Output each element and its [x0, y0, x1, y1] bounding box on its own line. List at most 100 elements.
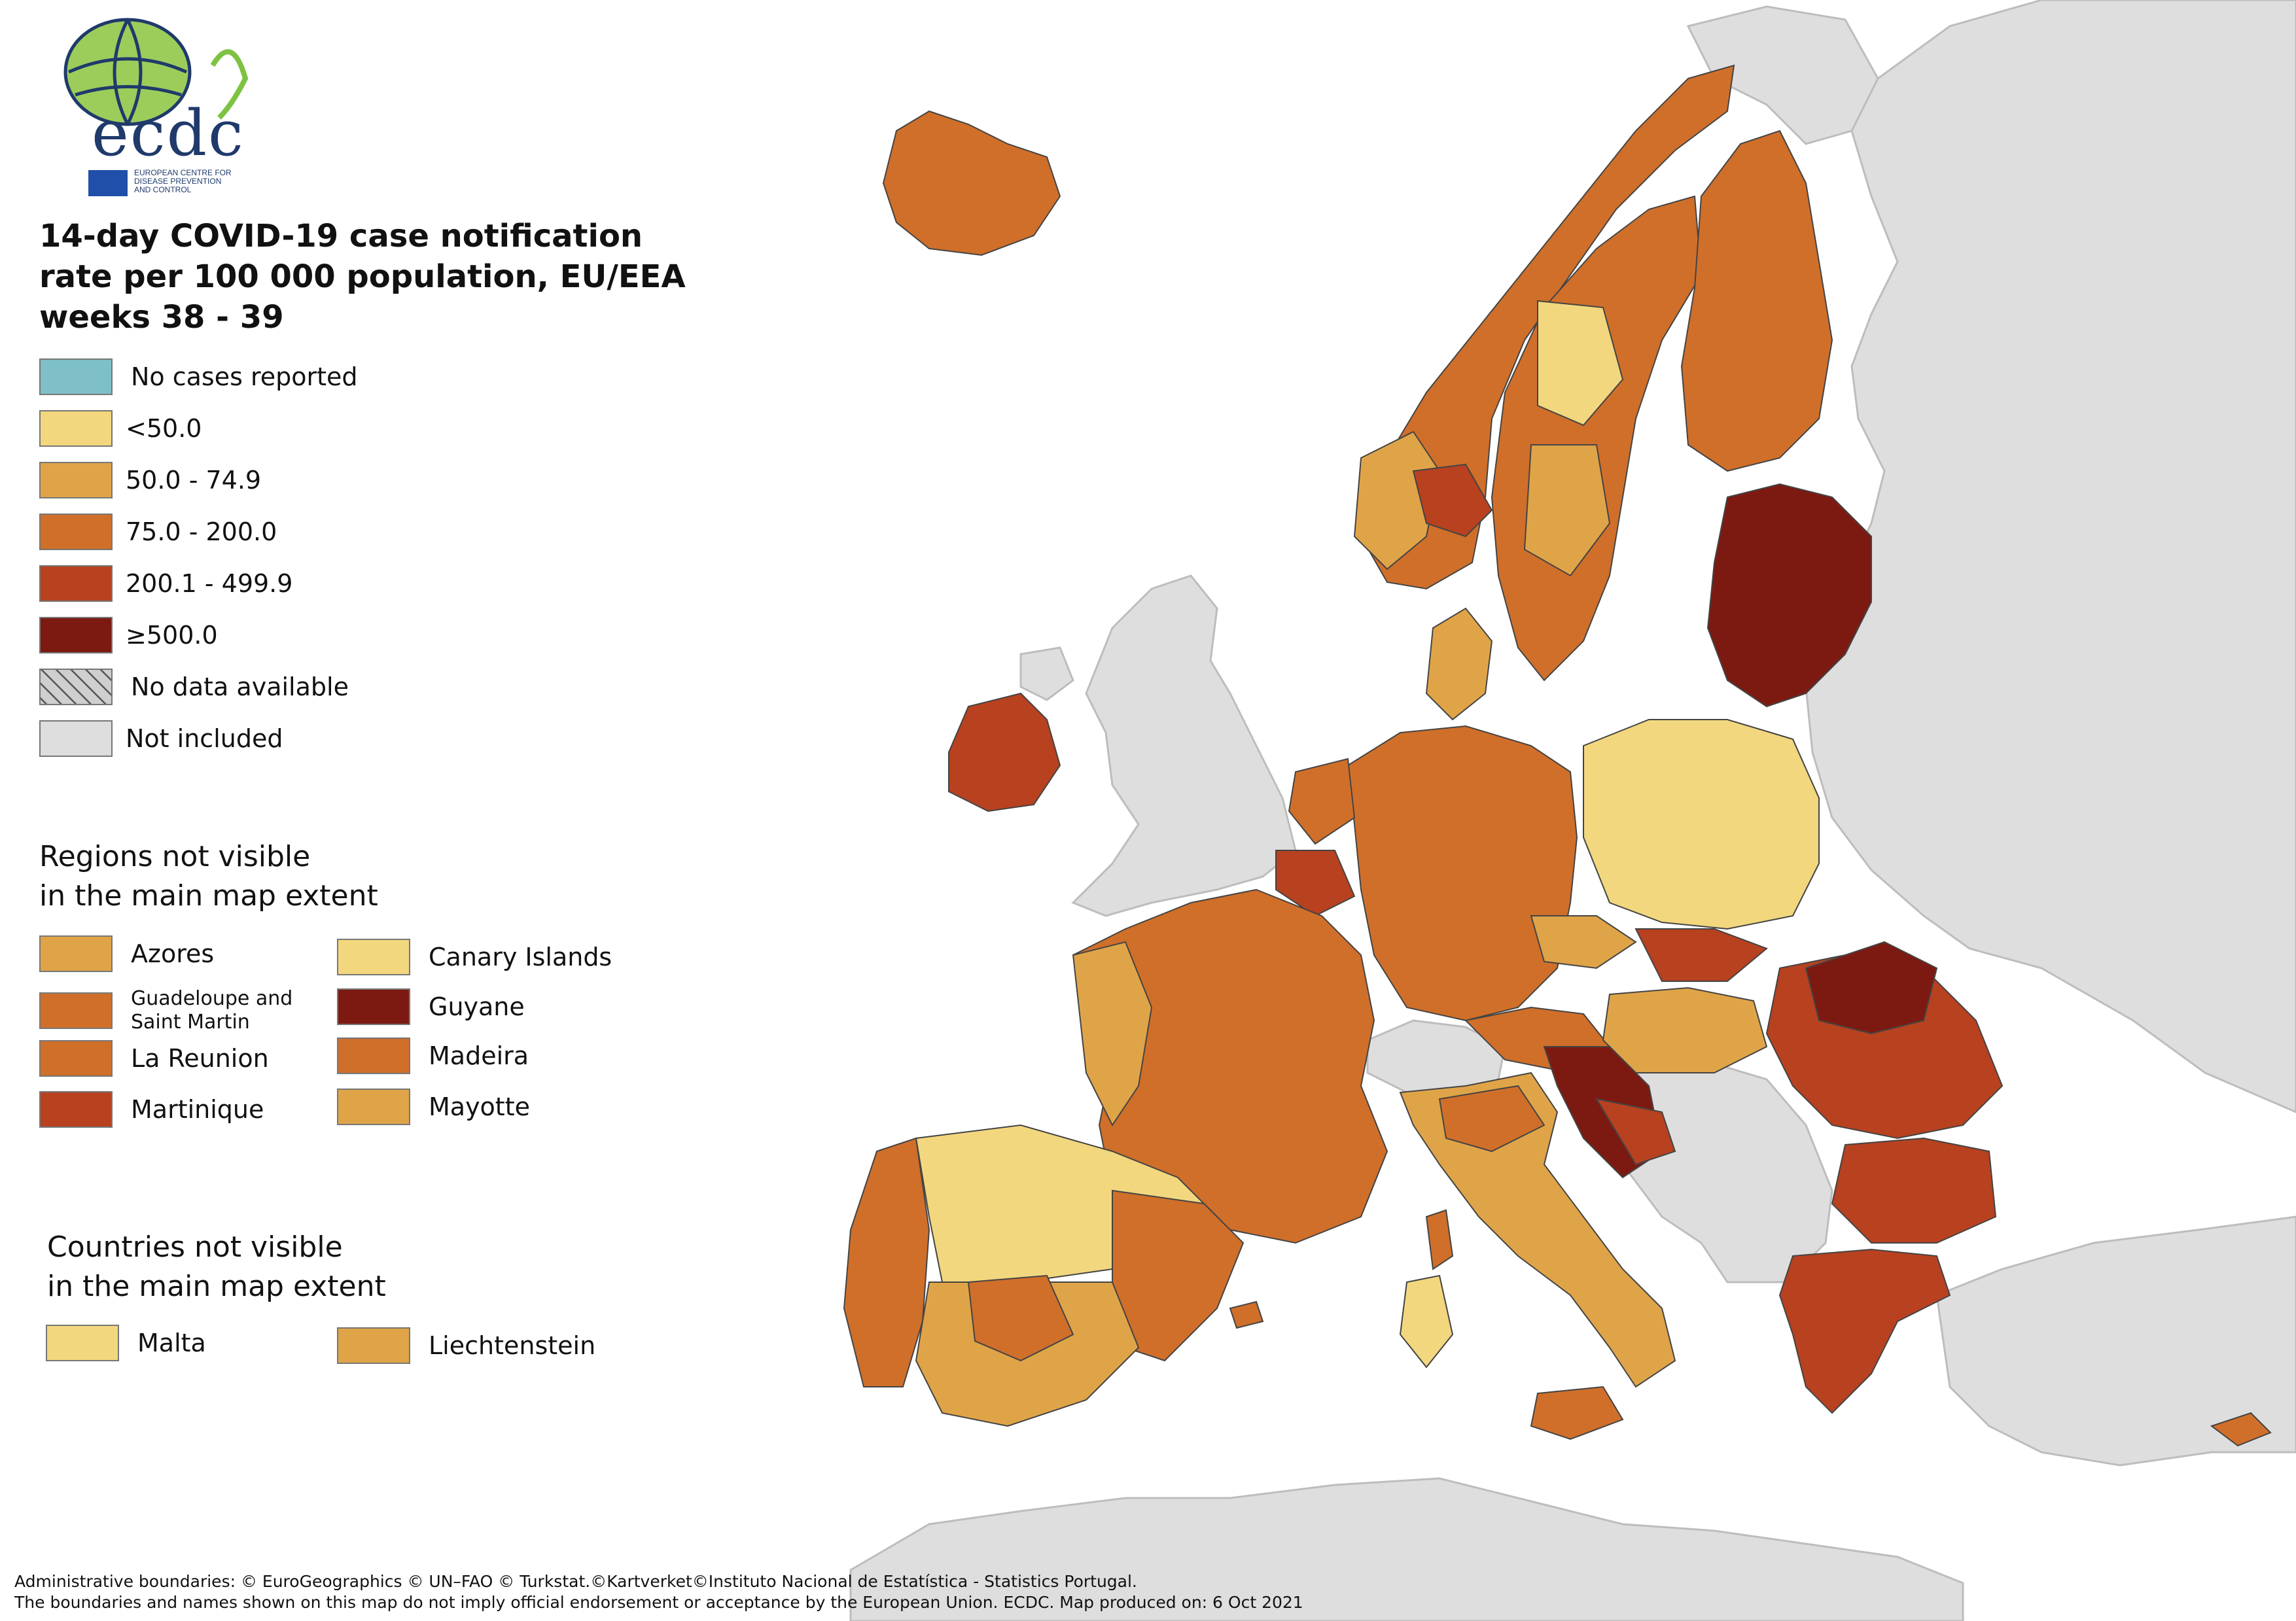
france-west-region [1072, 941, 1153, 1126]
legend-item: Canary Islands [337, 937, 612, 977]
eu-flag-icon [88, 170, 128, 196]
legend-label: Liechtenstein [429, 1331, 596, 1360]
poland-region [1583, 719, 1820, 930]
legend-swatch [39, 1091, 113, 1128]
legend-swatch [46, 1325, 119, 1361]
estonia-latvia-lithuania-region [1706, 483, 1872, 708]
legend-swatch [39, 565, 113, 602]
north-africa-region [849, 1477, 1964, 1621]
sicily-region [1530, 1386, 1624, 1440]
slovakia-region [1634, 928, 1768, 982]
denmark-region [1425, 607, 1493, 721]
czechia-region [1530, 915, 1637, 969]
legend-item: Liechtenstein [337, 1325, 595, 1366]
not-included-areas [849, 0, 2296, 1621]
map-title: 14-day COVID-19 case notification rate p… [39, 216, 686, 338]
ireland-region [948, 692, 1061, 812]
legend-item: Martinique [39, 1089, 264, 1130]
legend-label: La Reunion [131, 1044, 269, 1073]
greece-region [1778, 1248, 1951, 1414]
turkey-region [1935, 1215, 2296, 1467]
map-title-line: rate per 100 000 population, EU/EEA [39, 258, 686, 295]
legend-item: Mayotte [337, 1087, 530, 1127]
legend-item: Not included [39, 718, 283, 759]
legend-label: Azores [131, 939, 215, 968]
legend-item: 50.0 - 74.9 [39, 460, 261, 500]
legend-item: <50.0 [39, 408, 202, 449]
section-title-line: in the main map extent [39, 879, 378, 913]
corsica-region [1425, 1209, 1454, 1270]
legend-label: <50.0 [126, 414, 202, 443]
legend-swatch [39, 720, 113, 757]
uk-region [1071, 574, 1297, 917]
logo-org-name: EUROPEAN CENTRE FOR DISEASE PREVENTION A… [134, 169, 232, 194]
legend-swatch [337, 988, 410, 1025]
sardinia-region [1399, 1274, 1454, 1368]
legend-label: Mayotte [429, 1092, 530, 1121]
legend-item: No cases reported [39, 357, 358, 397]
regions-section-title: Regions not visible in the main map exte… [39, 837, 378, 916]
globe-icon [63, 18, 249, 126]
legend-item: No data available [39, 667, 349, 707]
ecdc-logo: ecdc EUROPEAN CENTRE FOR DISEASE PREVENT… [36, 7, 272, 203]
legend-label: 50.0 - 74.9 [126, 466, 262, 495]
legend-label: No cases reported [131, 362, 358, 391]
legend-swatch [39, 935, 113, 972]
section-title-line: Countries not visible [47, 1230, 343, 1264]
finland-region [1680, 130, 1833, 472]
bulgaria-region [1831, 1137, 1997, 1244]
norway-region [1360, 64, 1735, 590]
legend-label: 200.1 - 499.9 [126, 569, 293, 598]
attribution-text: Administrative boundaries: © EuroGeograp… [14, 1572, 1137, 1591]
legend-label: Martinique [131, 1095, 264, 1124]
portugal-region [843, 1137, 930, 1387]
legend-item: 200.1 - 499.9 [39, 563, 292, 604]
germany-region [1347, 725, 1578, 1022]
legend-label: 75.0 - 200.0 [126, 517, 277, 546]
legend-label: Guadeloupe and Saint Martin [131, 987, 293, 1034]
legend-swatch [39, 617, 113, 654]
cyprus-region [2210, 1412, 2272, 1447]
hungary-region [1602, 986, 1768, 1073]
belgium-region [1275, 850, 1356, 917]
balearic-region [1229, 1300, 1264, 1329]
legend-label: No data available [131, 672, 349, 701]
norway-south-region [1353, 430, 1441, 570]
italy-north-region [1438, 1085, 1545, 1153]
legend-swatch [337, 939, 410, 975]
legend-swatch [337, 1037, 410, 1074]
legend-item: Madeira [337, 1036, 529, 1076]
legend-swatch [337, 1089, 410, 1125]
legend-label: Madeira [429, 1041, 529, 1070]
countries-section-title: Countries not visible in the main map ex… [47, 1228, 386, 1306]
sweden-region [1491, 195, 1703, 682]
legend-item: Azores [39, 933, 214, 974]
italy-region [1399, 1072, 1676, 1388]
legend-swatch [39, 1040, 113, 1077]
northern-ireland-region [1019, 646, 1074, 701]
legend-label: Malta [137, 1329, 206, 1357]
disclaimer-text: The boundaries and names shown on this m… [14, 1593, 1303, 1612]
map-footer: Administrative boundaries: © EuroGeograp… [14, 1571, 1303, 1613]
hatched-swatch [39, 669, 113, 705]
legend-item: Malta [46, 1323, 206, 1363]
legend-item: La Reunion [39, 1038, 269, 1079]
map-title-line: 14-day COVID-19 case notification [39, 218, 643, 254]
kola-region [1686, 5, 1879, 145]
legend-label: Canary Islands [429, 943, 612, 971]
croatia-coast-region [1595, 1098, 1676, 1166]
legend-swatch [39, 514, 113, 550]
iceland-region [882, 110, 1061, 256]
legend-swatch [39, 410, 113, 447]
legend-label: ≥500.0 [126, 621, 218, 650]
legend-swatch [39, 462, 113, 498]
map-title-line: weeks 38 - 39 [39, 299, 284, 336]
romania-north-region [1805, 941, 1938, 1035]
legend-label: Guyane [429, 992, 525, 1021]
legend-swatch [337, 1327, 410, 1364]
legend-swatch [39, 992, 113, 1029]
sweden-mid-region [1523, 444, 1611, 577]
legend-item: 75.0 - 200.0 [39, 512, 277, 552]
logo-org-line: DISEASE PREVENTION [134, 177, 222, 186]
